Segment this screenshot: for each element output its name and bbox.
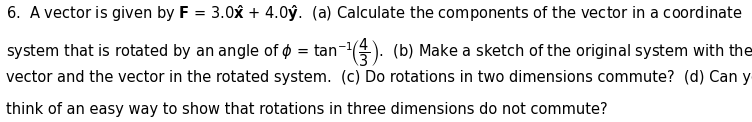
Text: system that is rotated by an angle of $\phi$ = tan$^{-1}$$\!\left(\dfrac{4}{3}\r: system that is rotated by an angle of $\… [6, 37, 752, 69]
Text: vector and the vector in the rotated system.  (c) Do rotations in two dimensions: vector and the vector in the rotated sys… [6, 70, 752, 85]
Text: think of an easy way to show that rotations in three dimensions do not commute?: think of an easy way to show that rotati… [6, 102, 608, 117]
Text: 6.  A vector is given by $\mathbf{F}$ = 3.0$\mathbf{\hat{x}}$ + 4.0$\mathbf{\hat: 6. A vector is given by $\mathbf{F}$ = 3… [6, 4, 742, 25]
